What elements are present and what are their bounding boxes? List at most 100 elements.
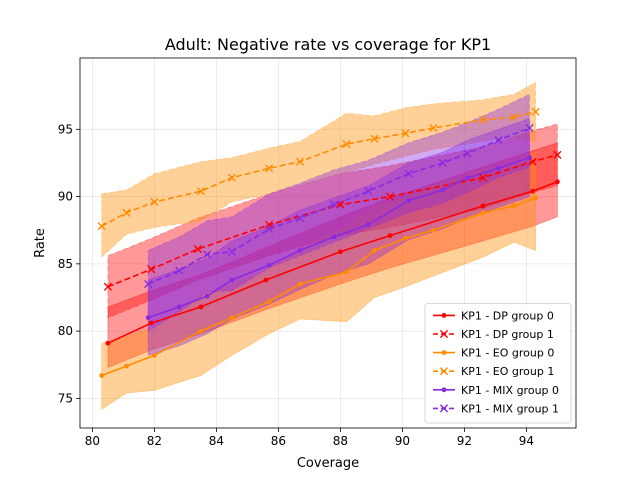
point-kp1-mix-group-0	[496, 165, 501, 171]
point-kp1-mix-group-0	[266, 262, 272, 268]
confidence-bands	[101, 81, 558, 410]
point-kp1-mix-group-1	[463, 149, 472, 158]
legend-item: KP1 - EO group 1	[433, 365, 554, 378]
point-kp1-mix-group-1	[175, 266, 184, 275]
point-kp1-eo-group-1	[370, 134, 379, 143]
point-kp1-eo-group-1	[196, 187, 205, 196]
legend: KP1 - DP group 0 KP1 - DP group 1 KP1 - EO…	[424, 302, 572, 424]
point-kp1-mix-group-1	[494, 135, 503, 145]
legend-marker	[439, 367, 449, 376]
point-kp1-eo-group-1	[122, 208, 131, 217]
y-tick-label: 85	[58, 257, 73, 271]
point-kp1-mix-group-0	[297, 248, 303, 253]
point-kp1-mix-group-1	[144, 279, 153, 289]
legend-marker	[441, 313, 447, 318]
point-kp1-dp-group-1	[385, 192, 395, 201]
point-kp1-eo-group-1	[296, 157, 305, 166]
point-kp1-eo-group-0	[266, 299, 272, 304]
point-kp1-eo-group-0	[431, 227, 436, 233]
point-kp1-mix-group-1	[296, 214, 305, 223]
line-kp1-eo-group-1	[101, 111, 536, 227]
point-kp1-eo-group-0	[152, 352, 157, 358]
point-kp1-dp-group-0	[480, 203, 486, 209]
y-tick-label: 95	[58, 122, 73, 136]
point-kp1-eo-group-0	[297, 281, 303, 287]
y-tick-label: 75	[58, 391, 73, 405]
point-kp1-eo-group-0	[344, 269, 349, 275]
point-kp1-dp-group-0	[530, 188, 535, 194]
point-kp1-mix-group-0	[465, 175, 470, 181]
legend-item: KP1 - MIX group 1	[433, 402, 559, 415]
point-kp1-mix-group-0	[176, 304, 182, 310]
point-kp1-mix-group-0	[406, 198, 411, 204]
x-tick-label: 82	[147, 434, 162, 448]
x-axis-label: Coverage	[297, 456, 359, 471]
point-kp1-eo-group-0	[229, 315, 235, 321]
legend-label: KP1 - MIX group 1	[461, 402, 559, 415]
x-tick-label: 88	[333, 434, 348, 448]
band-kp1-eo-group-1	[101, 81, 537, 259]
point-kp1-dp-group-1	[553, 150, 562, 159]
legend-item: KP1 - MIX group 0	[433, 384, 559, 397]
point-kp1-dp-group-0	[198, 304, 204, 310]
legend-label: KP1 - MIX group 0	[461, 384, 559, 397]
legend-label: KP1 - EO group 0	[461, 347, 554, 360]
point-kp1-mix-group-0	[145, 315, 151, 321]
point-kp1-eo-group-1	[401, 129, 410, 138]
band-kp1-mix-group-0	[147, 117, 530, 356]
point-kp1-dp-group-1	[336, 200, 345, 209]
point-kp1-eo-group-0	[198, 328, 204, 334]
legend-label: KP1 - DP group 0	[461, 309, 554, 322]
x-axis-ticks: 80 82 84 86 88 90 92 94	[85, 428, 534, 448]
point-kp1-dp-group-1	[103, 282, 112, 291]
chart-title: Adult: Negative rate vs coverage for KP1	[165, 35, 491, 54]
point-kp1-mix-group-0	[365, 222, 371, 228]
point-kp1-eo-group-1	[342, 140, 351, 149]
point-kp1-eo-group-0	[511, 203, 517, 209]
point-kp1-dp-group-0	[105, 340, 111, 346]
point-kp1-eo-group-1	[531, 107, 540, 116]
line-kp1-eo-group-0	[101, 197, 536, 377]
point-kp1-mix-group-1	[404, 169, 413, 178]
point-kp1-dp-group-1	[147, 265, 156, 274]
point-kp1-mix-group-0	[440, 187, 446, 193]
point-kp1-eo-group-1	[97, 222, 106, 231]
point-kp1-dp-group-0	[148, 320, 154, 326]
legend-marker	[441, 387, 447, 393]
legend-box	[424, 302, 572, 424]
point-kp1-eo-group-0	[480, 210, 486, 216]
point-kp1-eo-group-0	[533, 195, 539, 201]
legend-label: KP1 - DP group 1	[461, 328, 554, 341]
point-kp1-mix-group-0	[204, 293, 210, 299]
y-tick-label: 90	[58, 190, 73, 204]
y-tick-label: 80	[58, 324, 73, 338]
point-kp1-dp-group-0	[387, 233, 393, 239]
point-kp1-eo-group-1	[265, 164, 274, 173]
legend-marker	[439, 404, 449, 413]
x-tick-label: 90	[395, 434, 410, 448]
point-kp1-mix-group-1	[364, 187, 373, 196]
y-axis-ticks: 75 80 85 90 95	[58, 122, 80, 405]
point-kp1-dp-group-0	[338, 249, 343, 255]
point-kp1-dp-group-1	[478, 173, 488, 182]
point-kp1-eo-group-1	[227, 173, 236, 182]
point-kp1-mix-group-1	[330, 200, 339, 209]
band-kp1-dp-group-1	[107, 123, 558, 319]
point-kp1-eo-group-1	[478, 115, 488, 124]
point-kp1-mix-group-1	[227, 247, 236, 256]
point-kp1-eo-group-1	[429, 123, 438, 133]
x-tick-label: 86	[271, 434, 286, 448]
point-kp1-mix-group-1	[203, 250, 212, 259]
x-tick-label: 80	[85, 434, 100, 448]
legend-marker	[439, 329, 449, 339]
point-kp1-eo-group-0	[124, 363, 129, 369]
point-kp1-mix-group-0	[331, 234, 337, 240]
point-kp1-mix-group-1	[525, 123, 534, 133]
legend-item: KP1 - EO group 0	[433, 347, 554, 360]
legend-marker	[441, 350, 447, 355]
point-kp1-dp-group-0	[555, 179, 560, 185]
point-kp1-dp-group-0	[263, 277, 269, 283]
point-kp1-eo-group-1	[509, 113, 519, 122]
